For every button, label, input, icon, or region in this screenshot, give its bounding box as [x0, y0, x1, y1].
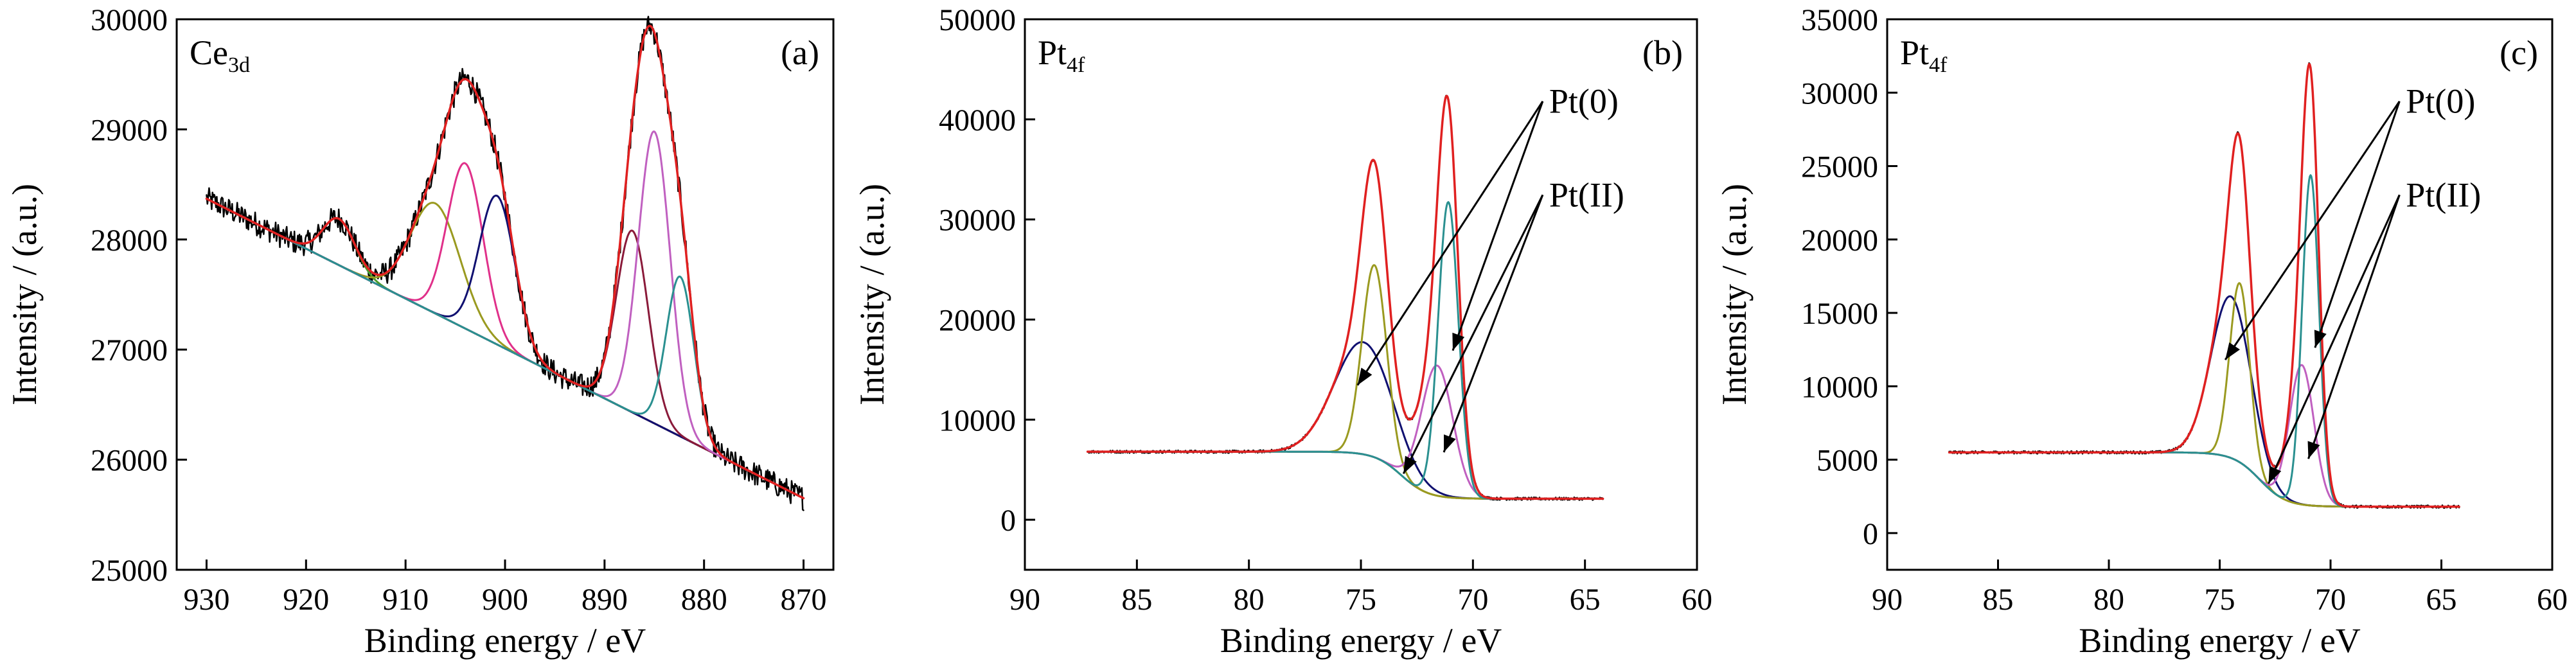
element-symbol: Ce — [190, 33, 228, 72]
arrow-pt0-1-shaft — [1356, 100, 1544, 386]
y-axis-title: Intensity / (a.u.) — [1715, 184, 1754, 405]
annotation-pt0: Pt(0) — [1549, 82, 1619, 121]
y-tick-label: 10000 — [1801, 370, 1878, 404]
y-tick-label: 0 — [1000, 504, 1016, 538]
annotation-pt2: Pt(II) — [1549, 175, 1624, 214]
fit-component-2 — [1948, 282, 2460, 508]
y-tick-label: 35000 — [1801, 3, 1878, 37]
arrow-pt0-2-head — [1452, 332, 1465, 351]
x-tick-label: 890 — [582, 583, 628, 617]
annotation-pt0: Pt(0) — [2406, 82, 2475, 121]
raw-data-line — [206, 15, 804, 511]
x-tick-label: 85 — [1121, 583, 1152, 617]
x-tick-label: 75 — [1346, 583, 1376, 617]
chart-panel-3: 90 85 80 75 70 65 60 0 5000 10000 15000 20000 25000 3… — [1715, 3, 2568, 660]
x-axis-title: Binding energy / eV — [2079, 621, 2360, 660]
arrow-pt2-1-head — [1403, 455, 1417, 474]
element-orbital: 4f — [1067, 53, 1085, 77]
x-tick-label: 90 — [1872, 583, 1903, 617]
panel-tag: (b) — [1642, 33, 1683, 72]
x-tick-label: 85 — [1983, 583, 2014, 617]
fit-envelope — [205, 24, 805, 500]
y-tick-label: 0 — [1863, 517, 1878, 551]
x-axis-title: Binding energy / eV — [364, 621, 646, 660]
y-tick-label: 15000 — [1801, 297, 1878, 331]
x-tick-label: 910 — [382, 583, 429, 617]
element-label: Ce3d — [190, 33, 250, 77]
x-tick-label: 90 — [1009, 583, 1040, 617]
y-tick-label: 30000 — [91, 3, 168, 37]
fit-component-1 — [1087, 341, 1604, 500]
arrow-pt2-2-shaft — [1443, 194, 1544, 453]
y-tick-label: 5000 — [1817, 444, 1878, 478]
chart-panel-2: 90 85 80 75 70 65 60 0 10000 20000 30000 40000 50000… — [853, 3, 1712, 660]
x-tick-label: 930 — [183, 583, 229, 617]
arrow-pt0-1-head — [1357, 367, 1372, 385]
y-tick-label: 25000 — [91, 554, 168, 588]
fit-component-2 — [1087, 264, 1604, 500]
x-tick-label: 70 — [1457, 583, 1488, 617]
element-orbital: 4f — [1929, 53, 1948, 77]
fit-envelope — [1948, 62, 2460, 508]
background-line — [1087, 450, 1604, 500]
element-symbol: Pt — [1038, 33, 1067, 72]
y-tick-label: 50000 — [939, 3, 1016, 37]
arrow-pt0-1-head — [2225, 342, 2240, 360]
arrow-pt2-1-head — [2268, 466, 2282, 484]
x-tick-label: 80 — [2093, 583, 2124, 617]
y-tick-label: 25000 — [1801, 150, 1878, 184]
fit-component-4 — [1948, 174, 2460, 508]
fit-component-1 — [1948, 295, 2460, 508]
y-tick-label: 29000 — [91, 113, 168, 147]
raw-data-line — [1948, 62, 2460, 509]
fit-envelope — [1086, 94, 1604, 500]
panel-tag: (c) — [2500, 33, 2538, 72]
panel-tag: (a) — [781, 33, 819, 72]
plot-frame — [175, 18, 835, 571]
arrow-pt0-2-head — [2314, 330, 2327, 348]
x-tick-label: 65 — [2426, 583, 2457, 617]
background-line — [1948, 451, 2460, 508]
x-tick-label: 75 — [2205, 583, 2235, 617]
y-axis-title: Intensity / (a.u.) — [853, 184, 891, 405]
x-tick-label: 900 — [482, 583, 528, 617]
y-tick-label: 40000 — [939, 103, 1016, 137]
arrow-pt0-2-shaft — [2314, 101, 2401, 348]
y-tick-label: 20000 — [939, 303, 1016, 337]
y-axis-title: Intensity / (a.u.) — [5, 184, 44, 405]
arrow-pt0-1-shaft — [2224, 100, 2401, 360]
arrow-pt2-2-shaft — [2307, 194, 2401, 459]
x-tick-label: 70 — [2315, 583, 2346, 617]
y-tick-label: 10000 — [939, 403, 1016, 437]
x-tick-label: 80 — [1234, 583, 1265, 617]
element-label: Pt4f — [1038, 33, 1085, 77]
arrow-pt2-2-head — [2307, 441, 2320, 459]
y-tick-label: 20000 — [1801, 224, 1878, 258]
element-label: Pt4f — [1900, 33, 1948, 77]
y-tick-label: 30000 — [939, 204, 1016, 238]
x-axis-title: Binding energy / eV — [1220, 621, 1502, 660]
arrow-pt2-1-shaft — [2268, 194, 2401, 484]
x-tick-label: 920 — [283, 583, 329, 617]
x-tick-label: 60 — [1682, 583, 1712, 617]
y-tick-label: 30000 — [1801, 76, 1878, 110]
x-tick-label: 870 — [781, 583, 827, 617]
y-tick-label: 28000 — [91, 224, 168, 258]
x-tick-label: 60 — [2537, 583, 2568, 617]
annotation-pt2: Pt(II) — [2406, 175, 2481, 214]
y-tick-label: 26000 — [91, 444, 168, 478]
x-tick-label: 880 — [681, 583, 727, 617]
element-orbital: 3d — [228, 53, 250, 77]
x-tick-label: 65 — [1570, 583, 1601, 617]
y-tick-label: 27000 — [91, 333, 168, 367]
arrow-pt2-2-head — [1443, 434, 1456, 453]
arrow-pt0-2-shaft — [1452, 101, 1544, 351]
chart-panel-1: 930 920 910 900 890 880 870 25000 26000 27000 2800… — [5, 3, 835, 660]
arrow-pt2-1-shaft — [1402, 194, 1544, 475]
fit-component-3 — [1087, 364, 1604, 500]
element-symbol: Pt — [1900, 33, 1929, 72]
